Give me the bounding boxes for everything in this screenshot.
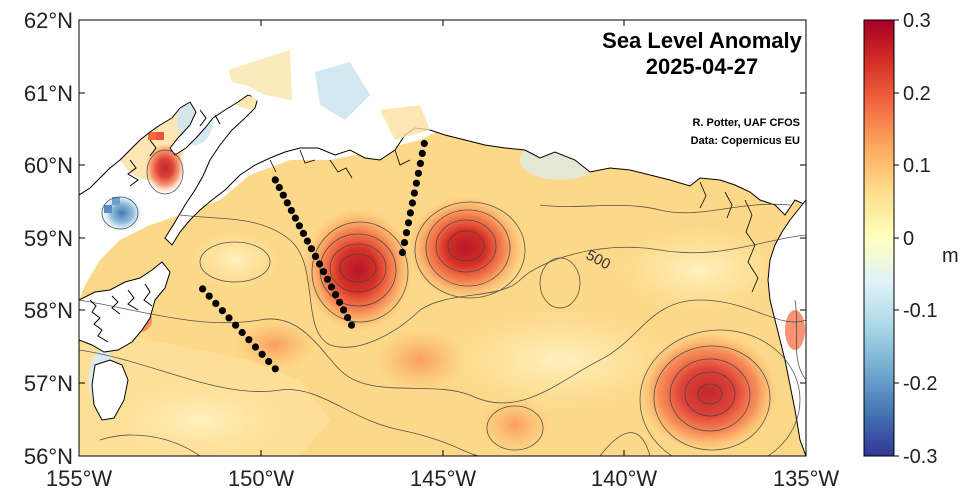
station-dot: [344, 314, 352, 322]
station-dot: [410, 189, 418, 197]
lat-label: 56°N: [24, 444, 73, 469]
station-dot: [265, 357, 273, 366]
station-dot: [303, 237, 311, 245]
station-dot: [212, 299, 220, 307]
land-trinity: [91, 359, 129, 421]
colorbar-unit: m: [942, 245, 959, 267]
lat-label: 59°N: [24, 226, 73, 251]
station-dot: [319, 268, 328, 276]
station-dot: [420, 139, 428, 148]
lon-label: 135°W: [773, 466, 840, 491]
map-title: Sea Level Anomaly: [602, 28, 802, 53]
station-dot: [418, 149, 426, 157]
station-dot: [311, 252, 320, 260]
station-dot: [402, 229, 411, 237]
axis-ticks: [78, 19, 807, 457]
anomaly-high-southeast: [638, 332, 778, 452]
longitude-labels: 155°W 150°W 145°W 140°W 135°W: [46, 466, 840, 491]
colorbar-gradient: [863, 19, 895, 457]
station-dot: [412, 179, 420, 187]
lon-label: 155°W: [46, 466, 113, 491]
credit-author: R. Potter, UAF CFOS: [692, 117, 800, 129]
lon-label: 140°W: [591, 466, 658, 491]
station-dot: [307, 245, 315, 253]
station-dot: [406, 209, 414, 217]
station-dot: [232, 321, 240, 329]
station-dot: [404, 219, 413, 227]
station-dot: [271, 365, 279, 373]
colorbar-tick: -0.3: [903, 446, 937, 468]
colorbar-tick: 0.1: [903, 155, 931, 177]
credit-data-source: Data: Copernicus EU: [691, 135, 800, 147]
lon-label: 145°W: [410, 466, 477, 491]
station-dot: [400, 239, 409, 247]
lon-label: 150°W: [228, 466, 295, 491]
lat-label: 57°N: [24, 371, 73, 396]
station-dot: [275, 183, 283, 192]
station-dot: [258, 350, 266, 358]
station-dot: [271, 176, 279, 184]
station-dot: [340, 306, 348, 314]
latitude-labels: 62°N 61°N 60°N 59°N 58°N 57°N 56°N: [24, 8, 73, 469]
station-dot: [348, 321, 356, 329]
anomaly-low-west: [100, 193, 144, 233]
station-dot: [315, 260, 324, 268]
station-dot: [218, 307, 226, 315]
station-dot: [251, 343, 260, 351]
lat-label: 61°N: [24, 81, 73, 106]
anomaly-high-copper: [303, 208, 413, 332]
colorbar-tick: 0.2: [903, 83, 931, 105]
sampling-stations: [199, 139, 428, 373]
station-dot: [408, 199, 416, 207]
station-dot: [287, 206, 295, 215]
colorbar-tick: -0.2: [903, 373, 937, 395]
station-dot: [299, 229, 307, 237]
station-dot: [291, 214, 299, 222]
colorbar-tick: 0.3: [903, 10, 931, 32]
colorbar-tick: -0.1: [903, 300, 937, 322]
station-dot: [225, 314, 233, 322]
station-dot: [398, 248, 407, 257]
station-dot: [416, 159, 424, 167]
colorbar: 0.3 0.2 0.1 0 -0.1 -0.2 -0.3 m: [863, 10, 959, 468]
station-dot: [279, 191, 287, 199]
colorbar-tick: 0: [903, 228, 914, 250]
contour-lines: [79, 149, 806, 456]
station-dot: [283, 199, 291, 207]
lat-label: 60°N: [24, 153, 73, 178]
station-dot: [336, 298, 344, 306]
station-dot: [205, 292, 213, 300]
station-dot: [238, 328, 246, 337]
map-date: 2025-04-27: [646, 54, 759, 79]
station-dot: [199, 285, 207, 293]
station-dot: [323, 275, 332, 283]
lat-label: 62°N: [24, 8, 73, 33]
lat-label: 58°N: [24, 298, 73, 323]
station-dot: [414, 169, 422, 177]
station-dot: [327, 283, 336, 291]
station-dot: [332, 291, 340, 299]
anomaly-high-yakutat: [408, 196, 524, 300]
station-dot: [295, 222, 303, 230]
map-plot-area: 500: [79, 20, 806, 456]
station-dot: [245, 336, 253, 344]
